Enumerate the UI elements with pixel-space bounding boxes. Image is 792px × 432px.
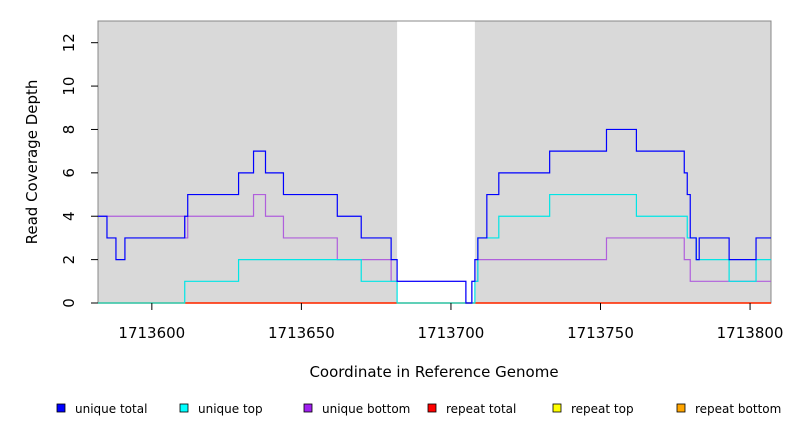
legend: unique total unique top unique bottom repea…: [56, 402, 781, 416]
shaded-regions: [98, 21, 771, 303]
y-tick-label: 4: [60, 211, 78, 221]
shaded-region-2: [474, 21, 771, 303]
legend-swatch: [676, 403, 686, 413]
legend-label: repeat total: [446, 402, 516, 416]
y-tick-label: 2: [60, 255, 78, 265]
shaded-region-1: [98, 21, 398, 303]
y-axis-title: Read Coverage Depth: [23, 80, 41, 245]
legend-item: repeat total: [427, 402, 516, 416]
x-axis-title: Coordinate in Reference Genome: [309, 363, 558, 381]
series-lines: [98, 128, 771, 304]
y-tick-label: 6: [60, 168, 78, 178]
x-tick-label: 1713700: [418, 324, 485, 342]
legend-swatch: [179, 403, 189, 413]
y-tick-label: 8: [60, 125, 78, 135]
axes: 1713600 1713650 1713700 1713750 1713800 0 2 4 6 8…: [60, 33, 783, 342]
x-tick-label: 1713600: [118, 324, 185, 342]
x-tick-label: 1713750: [567, 324, 634, 342]
legend-label: unique bottom: [322, 402, 410, 416]
legend-item: unique total: [56, 402, 147, 416]
y-tick-label: 12: [60, 33, 78, 52]
legend-item: repeat bottom: [676, 402, 781, 416]
y-tick-label: 10: [60, 77, 78, 96]
x-tick-label: 1713650: [268, 324, 335, 342]
series-unique-bottom: [98, 193, 771, 304]
legend-swatch: [427, 403, 437, 413]
legend-swatch: [303, 403, 313, 413]
legend-swatch: [56, 403, 66, 413]
legend-item: repeat top: [552, 402, 634, 416]
legend-label: repeat bottom: [695, 402, 781, 416]
series-unique-top: [98, 193, 771, 304]
legend-item: unique bottom: [303, 402, 410, 416]
legend-label: repeat top: [571, 402, 634, 416]
legend-label: unique total: [75, 402, 147, 416]
legend-item: unique top: [179, 402, 263, 416]
series-unique-total: [98, 128, 771, 304]
x-tick-label: 1713800: [717, 324, 784, 342]
y-tick-label: 0: [60, 298, 78, 308]
legend-swatch: [552, 403, 562, 413]
legend-label: unique top: [198, 402, 263, 416]
